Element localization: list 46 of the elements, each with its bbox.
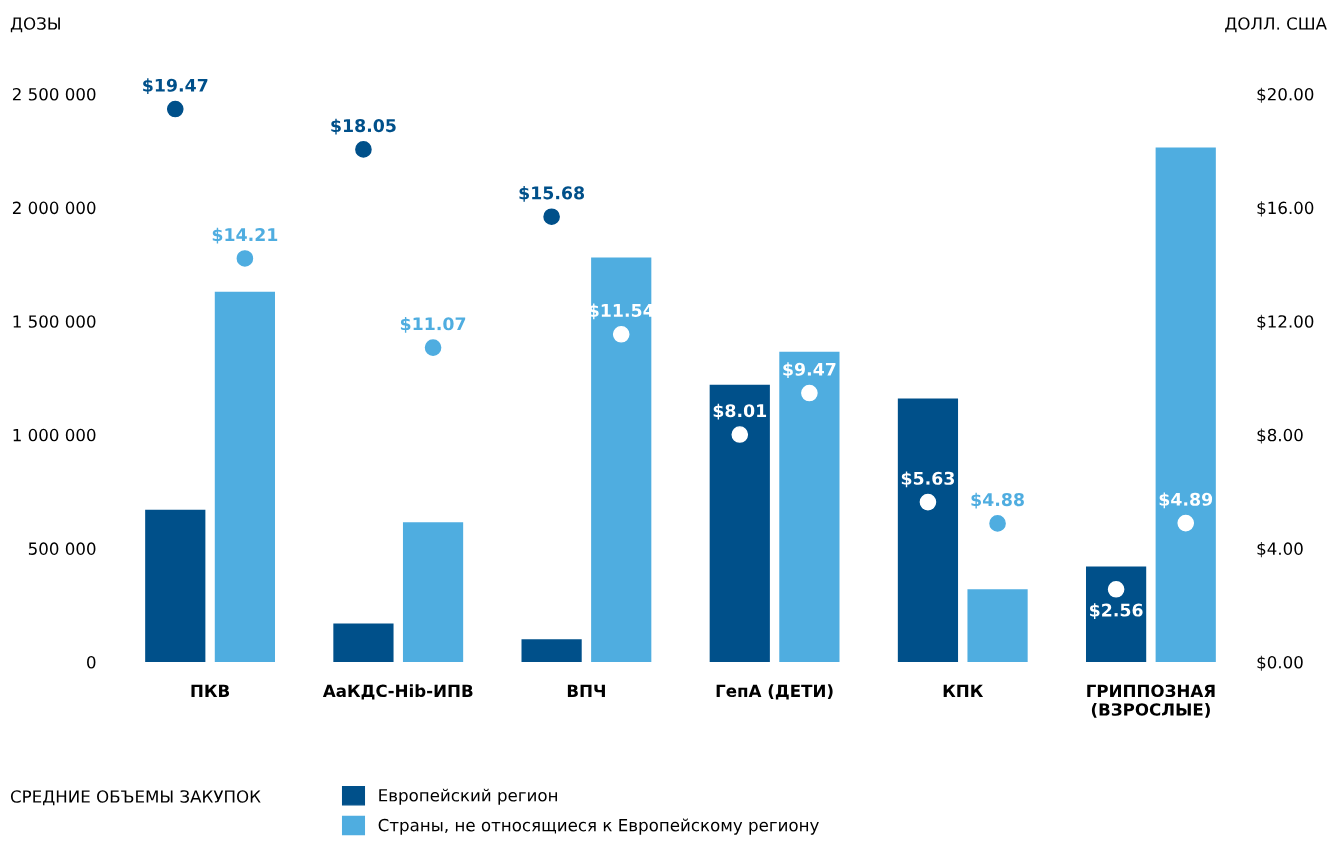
y-tick-label: 1 000 000 bbox=[13, 428, 96, 442]
y2-tick-label: $0.00 bbox=[1257, 655, 1303, 671]
y2-tick-label: $8.00 bbox=[1257, 428, 1303, 444]
bar bbox=[709, 384, 770, 662]
data-label: $4.89 bbox=[1159, 492, 1213, 509]
data-label: $4.88 bbox=[971, 492, 1024, 509]
data-label: $19.47 bbox=[143, 78, 208, 95]
x-tick-label: ВПЧ bbox=[567, 684, 605, 697]
x-tick-label: АаКДС-Hib-ИПВ bbox=[322, 684, 473, 700]
y-tick-label: 1 500 000 bbox=[13, 315, 96, 328]
legend-label: Страны, не относящиеся к Европейскому региону bbox=[378, 818, 819, 835]
y2-tick-label: $20.00 bbox=[1257, 87, 1314, 103]
bar bbox=[1086, 566, 1147, 662]
y2-axis-title: ДОЛЛ. США bbox=[1225, 17, 1327, 33]
y-tick-label: 0 bbox=[87, 655, 96, 669]
data-label: $8.01 bbox=[713, 403, 767, 420]
y2-tick-label: $4.00 bbox=[1257, 542, 1303, 558]
data-label: $2.56 bbox=[1090, 603, 1143, 619]
y2-tick-label: $12.00 bbox=[1257, 314, 1314, 330]
bar bbox=[1155, 147, 1216, 662]
bar bbox=[145, 509, 206, 662]
data-label: $11.07 bbox=[400, 316, 466, 333]
bar bbox=[333, 623, 394, 662]
y2-tick-label: $16.00 bbox=[1257, 201, 1314, 217]
legend-title: СРЕДНИЕ ОБЪЕМЫ ЗАКУПОК bbox=[10, 790, 261, 806]
data-label: $14.21 bbox=[212, 227, 278, 244]
x-tick-label: КПК bbox=[943, 684, 984, 697]
bar bbox=[967, 589, 1028, 662]
bar bbox=[402, 522, 464, 662]
bar bbox=[897, 398, 959, 662]
y-axis-title: ДОЗЫ bbox=[10, 17, 60, 33]
x-tick-label: ГРИППОЗНАЯ (ВЗРОСЛЫЕ) bbox=[1087, 684, 1215, 718]
data-label: $5.63 bbox=[901, 471, 955, 488]
legend-label: Европейский регион bbox=[379, 788, 557, 805]
x-tick-label: ПКВ bbox=[191, 684, 230, 697]
y-tick-label: 2 500 000 bbox=[12, 87, 96, 101]
bar bbox=[591, 257, 652, 662]
y-tick-label: 2 000 000 bbox=[12, 201, 96, 215]
x-tick-label: ГепА (ДЕТИ) bbox=[716, 684, 833, 700]
bar bbox=[214, 291, 275, 662]
data-label: $9.47 bbox=[783, 362, 836, 379]
bar bbox=[521, 639, 582, 662]
y-tick-label: 500 000 bbox=[28, 542, 96, 555]
data-label: $18.05 bbox=[331, 118, 396, 135]
bar bbox=[779, 351, 840, 662]
data-label: $15.68 bbox=[519, 186, 585, 202]
